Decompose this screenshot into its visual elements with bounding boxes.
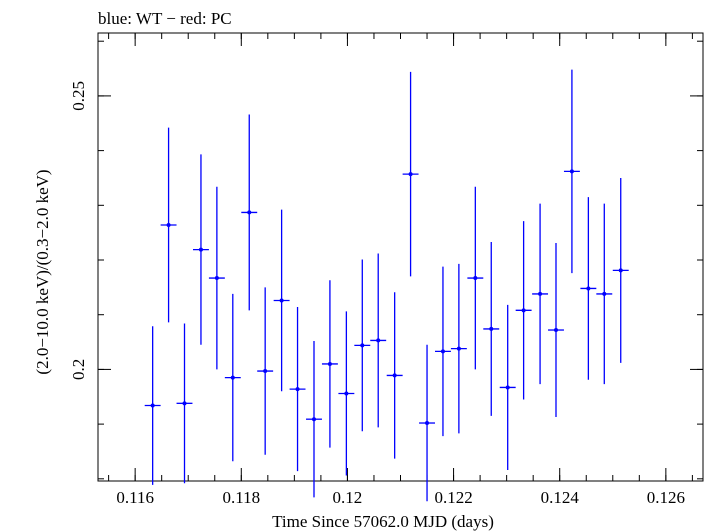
point-marker [586, 286, 591, 291]
axis-tick-labels: 0.116 0.118 0.12 0.122 0.124 0.126 0.2 0.25 [69, 81, 685, 507]
data-point [596, 203, 613, 385]
point-marker [456, 346, 461, 351]
data-point [289, 307, 306, 472]
point-marker [344, 391, 349, 396]
point-marker [279, 298, 284, 303]
data-point [370, 253, 387, 428]
point-marker [602, 291, 607, 296]
point-marker [360, 343, 365, 348]
data-point [402, 71, 419, 277]
point-marker [263, 369, 268, 374]
data-point [354, 259, 371, 432]
data-series [144, 69, 629, 502]
data-point [515, 221, 532, 400]
point-marker [327, 361, 332, 366]
point-marker [440, 349, 445, 354]
data-point [434, 266, 451, 437]
data-point [580, 197, 597, 380]
point-marker [230, 375, 235, 380]
data-point [386, 292, 403, 459]
point-marker [392, 373, 397, 378]
data-point [321, 280, 338, 448]
data-point [224, 293, 241, 462]
data-point [548, 243, 564, 417]
data-point [144, 326, 161, 485]
point-marker [425, 421, 430, 426]
data-point [306, 340, 322, 498]
point-marker [569, 169, 574, 174]
axis-ticks [98, 33, 703, 481]
data-point [419, 344, 435, 502]
point-marker [150, 403, 155, 408]
point-marker [166, 223, 171, 227]
point-marker [214, 276, 219, 281]
x-axis-label: Time Since 57062.0 MJD (days) [272, 512, 494, 531]
data-point [612, 177, 629, 363]
data-point [273, 209, 290, 392]
point-marker [295, 387, 300, 392]
x-tick-label: 0.12 [333, 488, 363, 507]
point-marker [311, 417, 316, 422]
point-marker [521, 308, 526, 313]
y-tick-label: 0.25 [69, 81, 88, 111]
y-tick-label: 0.2 [69, 359, 88, 380]
point-marker [505, 385, 510, 390]
data-point [160, 127, 177, 323]
data-point [499, 304, 516, 471]
plot-frame [97, 32, 704, 482]
x-tick-label: 0.124 [541, 488, 580, 507]
x-tick-label: 0.116 [116, 488, 154, 507]
point-marker [408, 172, 413, 177]
data-point [241, 114, 258, 311]
point-marker [473, 276, 478, 281]
y-axis-label: (2.0−10.0 keV)/(0.3−2.0 keV) [33, 169, 52, 374]
data-point [563, 69, 580, 274]
point-marker [247, 210, 252, 215]
data-point [467, 186, 484, 370]
data-point [483, 241, 500, 416]
point-marker [538, 291, 543, 296]
point-marker [182, 401, 187, 406]
x-tick-label: 0.118 [222, 488, 260, 507]
point-marker [553, 328, 558, 333]
point-marker [198, 247, 203, 252]
data-point [208, 186, 225, 370]
x-tick-label: 0.126 [647, 488, 685, 507]
chart-title: blue: WT − red: PC [98, 9, 232, 28]
data-point [176, 323, 193, 484]
data-point [192, 154, 209, 345]
x-tick-label: 0.122 [434, 488, 472, 507]
data-point [257, 287, 274, 455]
point-marker [376, 338, 381, 343]
data-point [450, 263, 467, 434]
point-marker [489, 326, 494, 331]
data-point [532, 203, 549, 385]
point-marker [618, 268, 623, 273]
data-point [338, 311, 355, 476]
